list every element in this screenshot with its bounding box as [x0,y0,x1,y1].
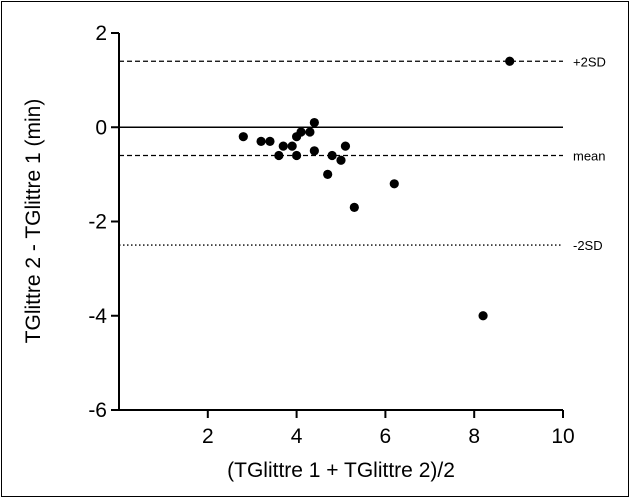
x-tick-label: 4 [291,425,303,448]
data-point [327,150,337,161]
x-tick-label: 6 [380,425,392,448]
data-point [238,132,248,142]
tick-labels: 2 0 -2 -4 -6 2 4 6 8 10 [88,22,574,448]
data-point [309,117,319,128]
axes [111,32,564,418]
y-tick-label: -4 [88,305,107,328]
data-point [256,136,266,146]
y-tick-label: -2 [88,211,107,234]
y-axis-label: TGlittre 2 - TGlittre 1 (min) [22,99,45,344]
ref-line-label: -2SD [573,238,603,253]
x-axis-label: (TGlittre 1 + TGlittre 2)/2 [227,459,455,482]
x-tick-label: 10 [551,425,574,448]
data-point [505,56,515,66]
data-point [278,141,288,151]
data-point [336,155,346,165]
data-point [349,202,359,212]
y-tick-label: 0 [95,116,107,139]
ref-line-label: +2SD [573,54,606,69]
data-point [389,179,399,189]
data-point [340,141,351,151]
reference-lines: +2SD mean -2SD [119,54,606,253]
data-point [265,136,275,146]
data-point [292,150,302,161]
data-points [238,56,515,321]
data-point [323,169,333,179]
x-tick-label: 2 [202,425,214,448]
data-point [287,141,297,151]
data-point [309,146,319,156]
data-point [478,311,488,321]
y-tick-label: 2 [95,22,107,45]
data-point [296,127,306,137]
ref-line-label: mean [573,149,606,164]
data-point [305,127,315,137]
x-tick-label: 8 [468,425,480,448]
y-tick-label: -6 [88,399,107,422]
data-point [274,150,284,161]
